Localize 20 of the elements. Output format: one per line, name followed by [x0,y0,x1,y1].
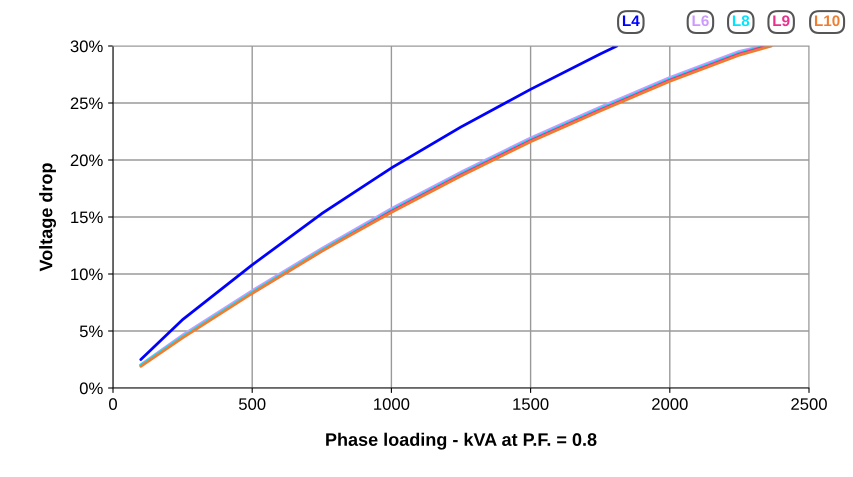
y-tick-label: 0% [80,382,103,394]
y-tick-label: 25% [70,97,103,110]
series-label: L8 [732,15,750,26]
y-tick-label: 5% [80,325,103,338]
x-tick-label: 1000 [374,398,410,410]
text: L6 [692,15,709,26]
y-tick-label: 30% [70,40,103,52]
series-label: L9 [773,15,790,26]
x-tick-label: 0 [109,398,117,410]
y-axis-title: Voltage drop [39,163,56,272]
series-label: L4 [622,16,640,26]
x-tick-label: 1500 [513,398,548,410]
x-tick-label: 2500 [791,398,827,410]
text: L10 [814,15,840,26]
x-axis-title: Phase loading - kVA at P.F. = 0.8 [326,432,597,450]
y-tick-label: 15% [71,211,103,224]
y-tick-label: 20% [70,154,103,166]
x-tick-label: 500 [238,398,266,410]
x-tick-label: 2000 [652,398,688,410]
y-tick-label: 10% [71,268,103,280]
